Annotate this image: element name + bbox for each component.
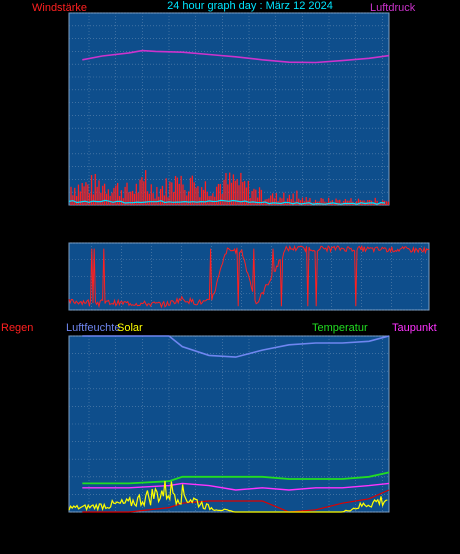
humidity-temperature-panel: [68, 335, 390, 513]
rain-line: [82, 489, 390, 513]
pressure-line: [82, 49, 390, 64]
chart-title: 24 hour graph day : März 12 2024: [167, 0, 333, 12]
wind-pressure-panel: [68, 12, 390, 206]
rain-axis-label: Regen: [1, 322, 33, 334]
wind-pressure-plot-area: [68, 12, 390, 206]
wind-direction-series: [68, 244, 430, 309]
humidity-line: [82, 335, 390, 358]
wind-pressure-grid: [69, 12, 389, 206]
dewpoint-line: [82, 482, 390, 491]
temperature-line: [82, 471, 390, 485]
humidity-temperature-series: [68, 335, 390, 513]
wind-direction-panel: [68, 242, 430, 311]
solar-line: [68, 480, 388, 513]
pressure-series: [82, 49, 390, 64]
pressure-axis-label: Luftdruck: [370, 2, 416, 14]
gust-line: [68, 199, 386, 205]
temperature-axis-label: Temperatur: [312, 322, 368, 334]
humidity-axis-label: Luftfeuchte: [66, 322, 120, 334]
solar-axis-label: Solar: [117, 322, 143, 334]
dewpoint-axis-label: Taupunkt: [392, 322, 437, 334]
wind-axis-label: Windstärke: [32, 2, 87, 14]
wind-direction-line: [68, 244, 430, 309]
wind-gust-series: [68, 199, 386, 205]
